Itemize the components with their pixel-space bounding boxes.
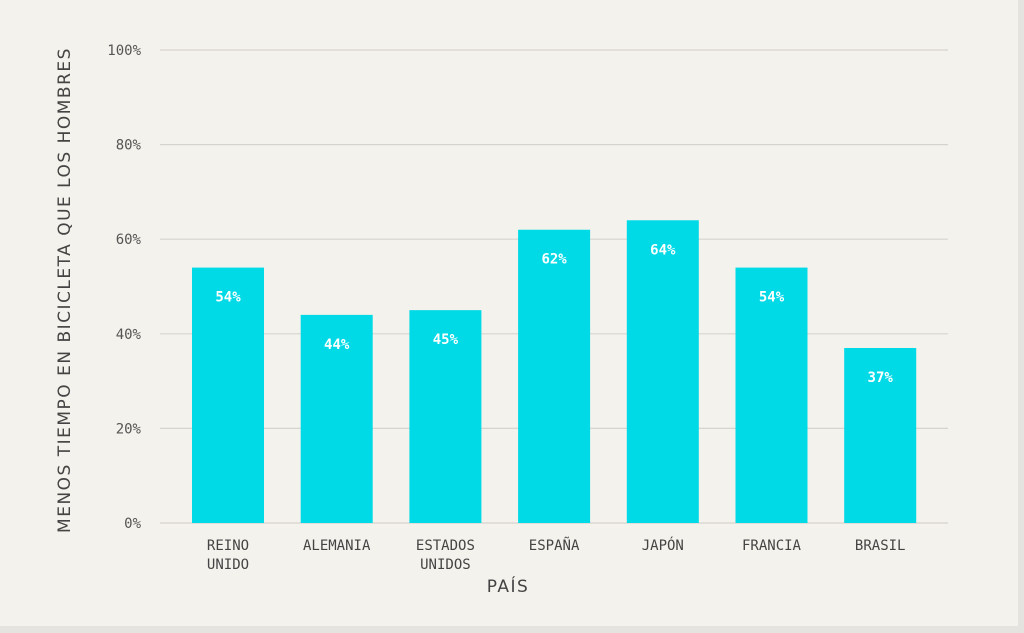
bar-value-label: 44% — [324, 337, 350, 353]
x-tick-label: JAPÓN — [642, 536, 684, 554]
bars: 54% 44% 45% 62% 64% 54% 37% — [192, 220, 917, 524]
y-tick-label: 60% — [116, 232, 142, 248]
y-axis-ticks: 0% 20% 40% 60% 80% 100% — [107, 43, 141, 532]
y-axis-title: MENOS TIEMPO EN BICICLETA QUE LOS HOMBRE… — [55, 47, 75, 533]
x-tick-label: FRANCIA — [742, 538, 802, 554]
y-tick-label: 100% — [107, 43, 141, 59]
bar-4 — [626, 220, 699, 523]
bar-value-label: 54% — [759, 290, 785, 306]
x-tick-label: ESTADOS — [416, 538, 475, 554]
bar-value-label: 64% — [650, 242, 676, 258]
bar-value-label: 37% — [868, 370, 894, 386]
x-tick-label: BRASIL — [855, 538, 906, 554]
x-tick-label: UNIDOS — [420, 557, 471, 573]
x-tick-label: UNIDO — [207, 557, 249, 573]
bar-value-label: 54% — [215, 290, 241, 306]
x-tick-label: ALEMANIA — [303, 538, 371, 554]
bar-value-label: 45% — [433, 332, 459, 348]
y-tick-label: 40% — [116, 327, 142, 343]
bar-1 — [300, 314, 373, 523]
y-tick-label: 20% — [116, 421, 142, 437]
x-axis-ticks: REINO UNIDO ALEMANIA ESTADOS UNIDOS ESPAÑA JAP… — [207, 536, 906, 573]
bar-2 — [409, 310, 482, 523]
y-tick-label: 0% — [124, 516, 141, 532]
x-tick-label: ESPAÑA — [529, 537, 580, 554]
bar-0 — [192, 267, 264, 523]
bar-3 — [518, 229, 591, 524]
x-tick-label: REINO — [207, 538, 249, 554]
bar-value-label: 62% — [541, 252, 567, 268]
y-tick-label: 80% — [116, 138, 142, 154]
bar-6 — [844, 347, 917, 523]
x-axis-title: PAÍS — [487, 575, 530, 597]
bar-5 — [735, 267, 808, 523]
